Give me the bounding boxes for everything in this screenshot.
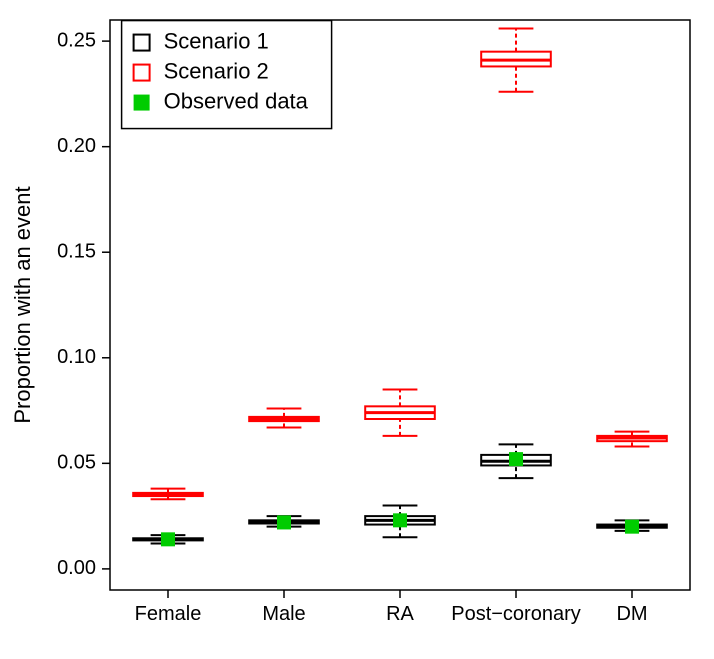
observed-marker-2 [393,513,407,527]
x-tick-label: Male [262,603,305,625]
chart-svg: 0.00 0.05 0.10 0.15 0.20 0.25 Proportion with … [0,0,714,659]
y-tick-label: 0.05 [57,452,96,474]
x-tick-label: DM [616,603,647,625]
legend-label-scenario1: Scenario 1 [164,28,269,53]
legend-marker-observed [134,95,150,111]
observed-marker-1 [277,515,291,529]
legend-label-scenario2: Scenario 2 [164,58,269,83]
boxplot-chart: 0.00 0.05 0.10 0.15 0.20 0.25 Proportion with … [0,0,714,659]
y-tick-label: 0.15 [57,241,96,263]
legend-label-observed: Observed data [164,88,309,113]
chart-bg [0,0,714,659]
y-axis-title: Proportion with an event [10,186,35,423]
x-tick-label: Female [135,603,202,625]
observed-marker-4 [625,520,639,534]
observed-marker-3 [509,452,523,466]
y-tick-label: 0.00 [57,557,96,579]
y-tick-label: 0.20 [57,135,96,157]
y-tick-label: 0.25 [57,29,96,51]
observed-marker-0 [161,532,175,546]
x-tick-label: Post−coronary [451,603,581,625]
y-tick-label: 0.10 [57,346,96,368]
x-tick-label: RA [386,603,414,625]
